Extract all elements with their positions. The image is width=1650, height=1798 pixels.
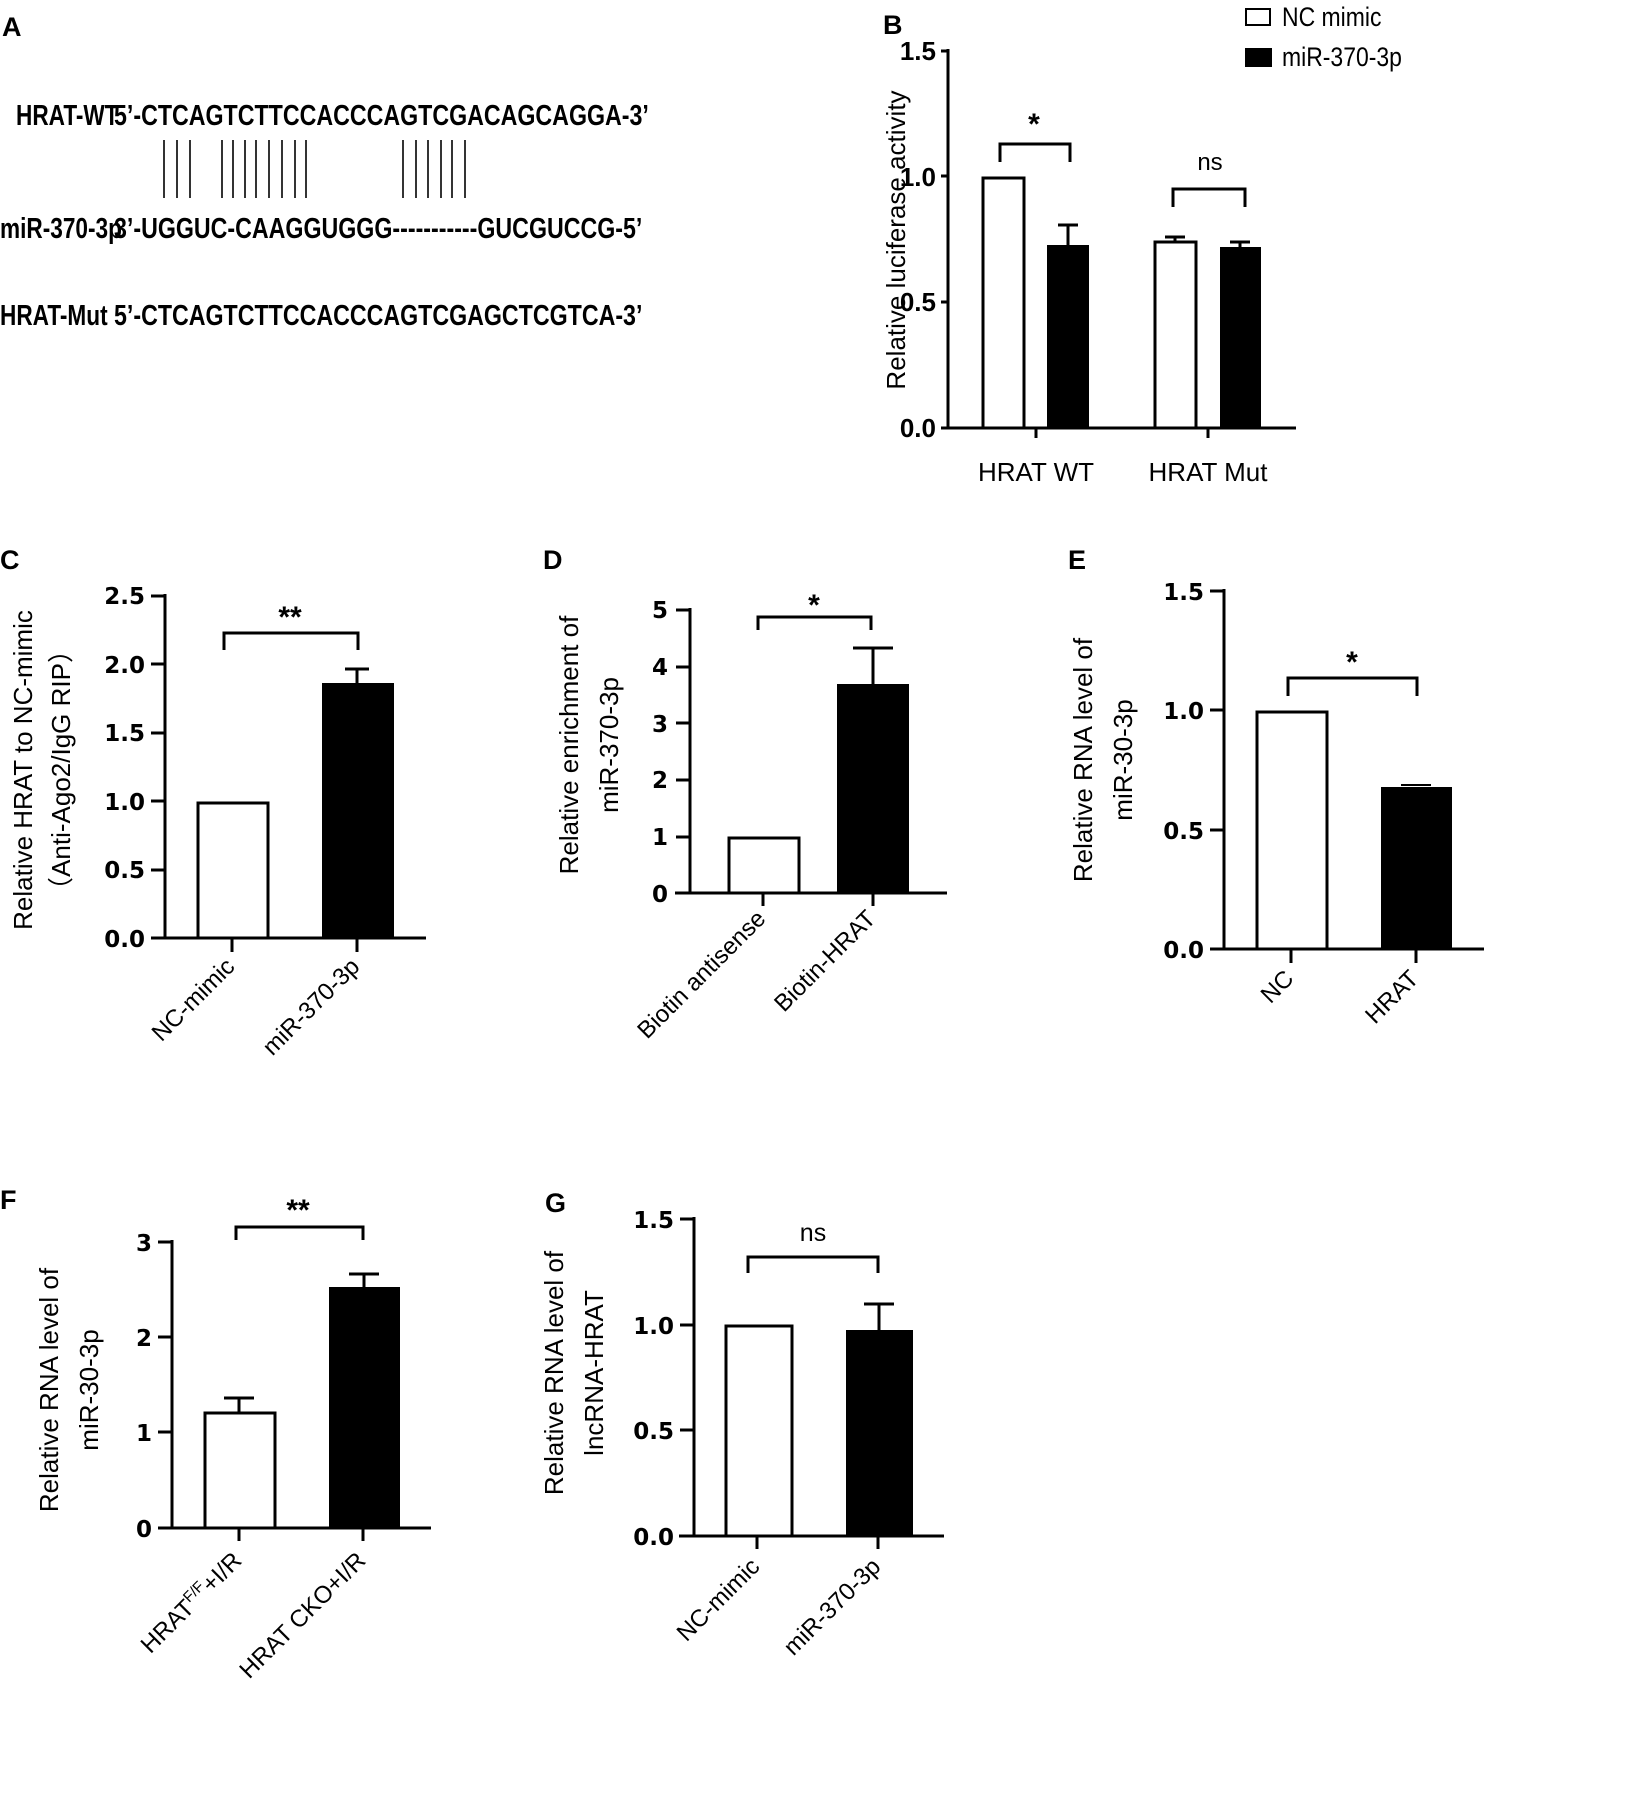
y-axis-title: lncRNA-HRAT [579,1290,609,1456]
hrat-mut-sequence: 5’-CTCAGTCTTCCACCCAGTCGAGCTCGTCA-3’ [114,300,643,332]
y-tick: 3 [652,712,668,738]
y-tick: 1.0 [633,1314,674,1340]
y-axis-title: Relative RNA level of [539,1250,569,1495]
y-tick: 0.0 [900,413,936,443]
y-tick: 1 [136,1421,152,1447]
y-tick: 5 [652,598,668,624]
significance-marker: * [1346,646,1358,679]
significance-marker: ** [286,1194,310,1227]
y-tick: 0.0 [1163,938,1204,964]
legend-label: miR-370-3p [1282,42,1402,72]
y-tick: 1.5 [104,721,145,747]
y-tick: 1.5 [900,36,936,66]
panel-b-letter: B [883,10,903,40]
legend-item-nc-mimic: NC mimic [1245,2,1545,32]
significance-marker: * [808,589,820,622]
significance-marker: * [1028,108,1040,141]
significance-marker: ** [278,601,302,634]
y-axis-title: Relative luciferase activity [881,90,911,389]
legend-label: NC mimic [1282,2,1382,32]
panel-g-letter: G [545,1188,567,1218]
y-tick: 4 [652,655,668,681]
hrat-wt-sequence: 5’-CTCAGTCTTCCACCCAGTCGACAGCAGGA-3’ [114,100,649,132]
y-tick: 0 [136,1517,152,1543]
y-tick: 2 [652,768,668,794]
y-axis-title: Relative RNA level of [34,1267,64,1512]
panel-f-letter: F [0,1185,17,1215]
hrat-mut-label: HRAT-Mut [0,300,108,332]
y-tick: 0.0 [104,927,145,953]
y-axis-title: Relative HRAT to NC-mimic [8,610,38,930]
y-tick: 0.5 [633,1419,674,1445]
y-axis-title: miR-370-3p [594,677,624,813]
y-tick: 2.5 [104,584,145,610]
legend-swatch-white [1245,8,1271,26]
y-tick: 2.0 [104,653,145,679]
panel-e-letter: E [1068,545,1087,575]
x-category-label: NC-mimic [672,1553,766,1647]
y-tick: 0.5 [900,287,936,317]
y-tick: 0.5 [104,858,145,884]
x-category-label: HRAT WT [978,457,1094,487]
y-tick: 1.0 [1163,699,1204,725]
x-category-label: miR-370-3p [778,1553,886,1661]
base-pairing-lines [163,140,466,198]
y-tick: 1.0 [900,162,936,192]
y-tick: 0.0 [633,1525,674,1551]
significance-marker: ns [800,1219,826,1247]
y-tick: 1 [652,825,668,851]
legend-item-mir-370-3p: miR-370-3p [1245,42,1545,72]
legend-swatch-black [1245,48,1272,67]
panel-d-letter: D [543,545,563,575]
y-tick: 0 [652,882,668,908]
x-category-label: HRAT Mut [1149,457,1269,487]
y-tick: 3 [136,1231,152,1257]
significance-marker: ns [1197,149,1222,176]
y-axis-title: Relative RNA level of [1068,637,1098,882]
y-tick: 1.5 [1163,580,1204,606]
y-axis-title: miR-30-3p [74,1329,104,1450]
y-tick: 1.0 [104,790,145,816]
panel-c-letter: C [0,545,20,575]
y-tick: 0.5 [1163,819,1204,845]
y-tick: 2 [136,1326,152,1352]
mir-370-3p-label: miR-370-3p [0,213,122,245]
mir-370-3p-sequence: 3’-UGGUC-CAAGGUGGG-----------GUCGUCCG-5’ [114,213,643,245]
panel-a-letter: A [2,12,22,42]
y-axis-title: miR-30-3p [1108,699,1138,820]
y-tick: 1.5 [633,1208,674,1234]
hrat-wt-label: HRAT-WT [16,100,119,132]
y-axis-title: （Anti-Ago2/IgG RIP） [46,637,76,903]
y-axis-title: Relative enrichment of [554,615,584,874]
